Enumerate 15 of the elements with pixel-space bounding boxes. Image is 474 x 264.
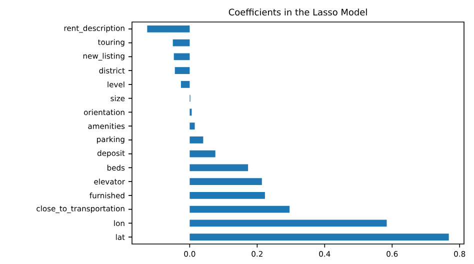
bar [147, 25, 190, 32]
bar [174, 67, 190, 74]
bar [180, 80, 190, 88]
bar [190, 220, 387, 227]
bar [172, 39, 190, 46]
bar [190, 192, 265, 199]
bar [190, 178, 262, 186]
bar [190, 136, 204, 144]
bar [190, 234, 449, 241]
bar [174, 53, 190, 60]
bar [190, 150, 216, 158]
chart-title: Coefficients in the Lasso Model [228, 8, 367, 16]
bar [190, 122, 195, 130]
bar [190, 164, 248, 172]
bar [190, 206, 290, 213]
